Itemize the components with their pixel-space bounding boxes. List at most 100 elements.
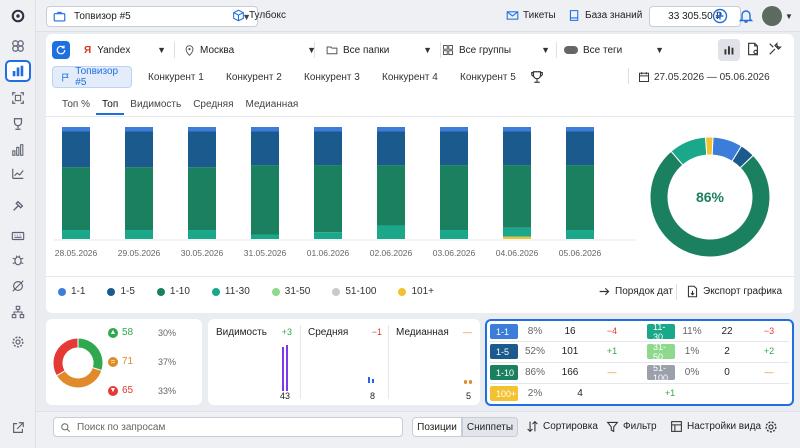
bar-segment[interactable]: [188, 230, 216, 239]
bar-segment[interactable]: [503, 131, 531, 166]
donut-slice[interactable]: [704, 136, 714, 156]
tab-visibility[interactable]: Видимость: [130, 99, 182, 110]
dynamics-slice[interactable]: [52, 337, 79, 377]
bar-segment[interactable]: [251, 165, 279, 235]
bar-segment[interactable]: [566, 230, 594, 239]
legend-item[interactable]: 1-1: [58, 286, 85, 297]
metric-visibility[interactable]: Видимость +3 43: [216, 327, 292, 401]
bar-segment[interactable]: [314, 165, 342, 233]
competitor-tab-1[interactable]: Конкурент 1: [148, 71, 204, 83]
structure-icon[interactable]: [8, 302, 28, 322]
bar-segment[interactable]: [125, 131, 153, 168]
range-badge[interactable]: 31-50: [647, 342, 675, 362]
tab-top-percent[interactable]: Топ %: [62, 99, 90, 110]
search-input[interactable]: Поиск по запросам: [53, 417, 403, 437]
metric-average[interactable]: Средняя −1 8: [308, 327, 382, 401]
bar-segment[interactable]: [188, 167, 216, 231]
tab-average[interactable]: Средняя: [193, 99, 234, 110]
bar-segment[interactable]: [62, 167, 90, 231]
bug-icon[interactable]: [8, 250, 28, 270]
range-badge[interactable]: 51-100: [647, 363, 675, 383]
bar-segment[interactable]: [314, 127, 342, 132]
legend-item[interactable]: 1-10: [156, 286, 190, 297]
bar-segment[interactable]: [251, 131, 279, 166]
trophy-icon[interactable]: [8, 114, 28, 134]
legend-item[interactable]: 51-100: [332, 286, 376, 297]
bar-segment[interactable]: [440, 165, 468, 231]
view-settings-button[interactable]: Настройки вида: [670, 420, 761, 433]
legend-item[interactable]: 1-5: [107, 286, 135, 297]
bar-segment[interactable]: [62, 230, 90, 239]
bar-segment[interactable]: [251, 127, 279, 132]
external-link-icon[interactable]: [8, 418, 28, 438]
date-range-picker[interactable]: 27.05.2026 — 05.06.2026: [634, 66, 774, 88]
legend-item[interactable]: 101+: [398, 286, 434, 297]
trophy-icon[interactable]: [530, 70, 544, 84]
legend-item[interactable]: 11-30: [211, 286, 250, 297]
bar-segment[interactable]: [566, 127, 594, 132]
snippets-toggle[interactable]: Сниппеты: [462, 417, 518, 437]
bar-segment[interactable]: [188, 127, 216, 132]
range-badge[interactable]: 1-5: [490, 344, 518, 359]
tab-top[interactable]: Топ: [95, 99, 125, 115]
project-selector[interactable]: Топвизор #5 ▼: [46, 6, 258, 27]
bar-segment[interactable]: [125, 167, 153, 231]
folders-dropdown[interactable]: Все папки ▼: [326, 42, 432, 58]
settings-icon[interactable]: [8, 332, 28, 352]
range-badge[interactable]: 11-30: [647, 322, 675, 342]
metric-median[interactable]: Медианная — 5: [396, 327, 472, 401]
bar-segment[interactable]: [377, 165, 405, 226]
competitor-tab-5[interactable]: Конкурент 5: [460, 71, 516, 83]
bar-segment[interactable]: [503, 127, 531, 132]
bar-segment[interactable]: [440, 127, 468, 132]
bar-segment[interactable]: [251, 234, 279, 239]
bar-segment[interactable]: [503, 227, 531, 237]
tab-median[interactable]: Медианная: [245, 99, 299, 110]
date-order-button[interactable]: Порядок дат: [598, 285, 673, 298]
range-badge[interactable]: 100+: [490, 386, 518, 401]
export-chart-button[interactable]: Экспорт графика: [686, 285, 782, 298]
bar-segment[interactable]: [566, 131, 594, 166]
trend-icon[interactable]: [8, 164, 28, 184]
chart-view-button[interactable]: [718, 39, 740, 61]
no-tracking-icon[interactable]: [8, 276, 28, 296]
bell-icon[interactable]: [738, 8, 754, 24]
competitor-tab-4[interactable]: Конкурент 4: [382, 71, 438, 83]
tickets-link[interactable]: Тикеты: [506, 9, 556, 22]
bar-segment[interactable]: [62, 127, 90, 132]
toolbox-link[interactable]: Тулбокс: [232, 9, 286, 22]
sort-button[interactable]: Сортировка: [526, 420, 598, 433]
wrench-icon[interactable]: [768, 42, 782, 56]
bar-segment[interactable]: [62, 131, 90, 168]
competitor-tab-2[interactable]: Конкурент 2: [226, 71, 282, 83]
bar-segment[interactable]: [125, 127, 153, 132]
bar-segment[interactable]: [188, 131, 216, 168]
keyboard-icon[interactable]: [8, 226, 28, 246]
bar-segment[interactable]: [125, 230, 153, 239]
add-circle-icon[interactable]: [712, 8, 728, 24]
logo-icon[interactable]: [8, 6, 28, 26]
tools-icon[interactable]: [8, 196, 28, 216]
projects-icon[interactable]: [8, 36, 28, 56]
range-badge[interactable]: 1-10: [490, 365, 518, 380]
groups-dropdown[interactable]: Все группы ▼: [442, 42, 550, 58]
bar-segment[interactable]: [503, 165, 531, 228]
positions-icon[interactable]: [5, 60, 31, 82]
tags-dropdown[interactable]: Все теги ▼: [564, 42, 664, 58]
competitor-tab-3[interactable]: Конкурент 3: [304, 71, 360, 83]
bar-segment[interactable]: [503, 236, 531, 239]
knowledge-base-link[interactable]: База знаний: [568, 9, 642, 22]
bar-segment[interactable]: [440, 131, 468, 166]
filter-button[interactable]: Фильтр: [606, 420, 657, 433]
search-engine-dropdown[interactable]: Я Yandex ▼: [84, 44, 166, 56]
refresh-button[interactable]: [52, 41, 70, 59]
bar-segment[interactable]: [377, 127, 405, 132]
report-icon[interactable]: [746, 42, 760, 56]
bar-segment[interactable]: [440, 230, 468, 239]
region-dropdown[interactable]: Москва ▼: [184, 42, 316, 58]
avatar[interactable]: [762, 6, 782, 26]
donut-slice[interactable]: [649, 150, 771, 258]
legend-item[interactable]: 31-50: [271, 286, 310, 297]
bar-segment[interactable]: [377, 131, 405, 166]
gear-icon[interactable]: [764, 420, 778, 434]
